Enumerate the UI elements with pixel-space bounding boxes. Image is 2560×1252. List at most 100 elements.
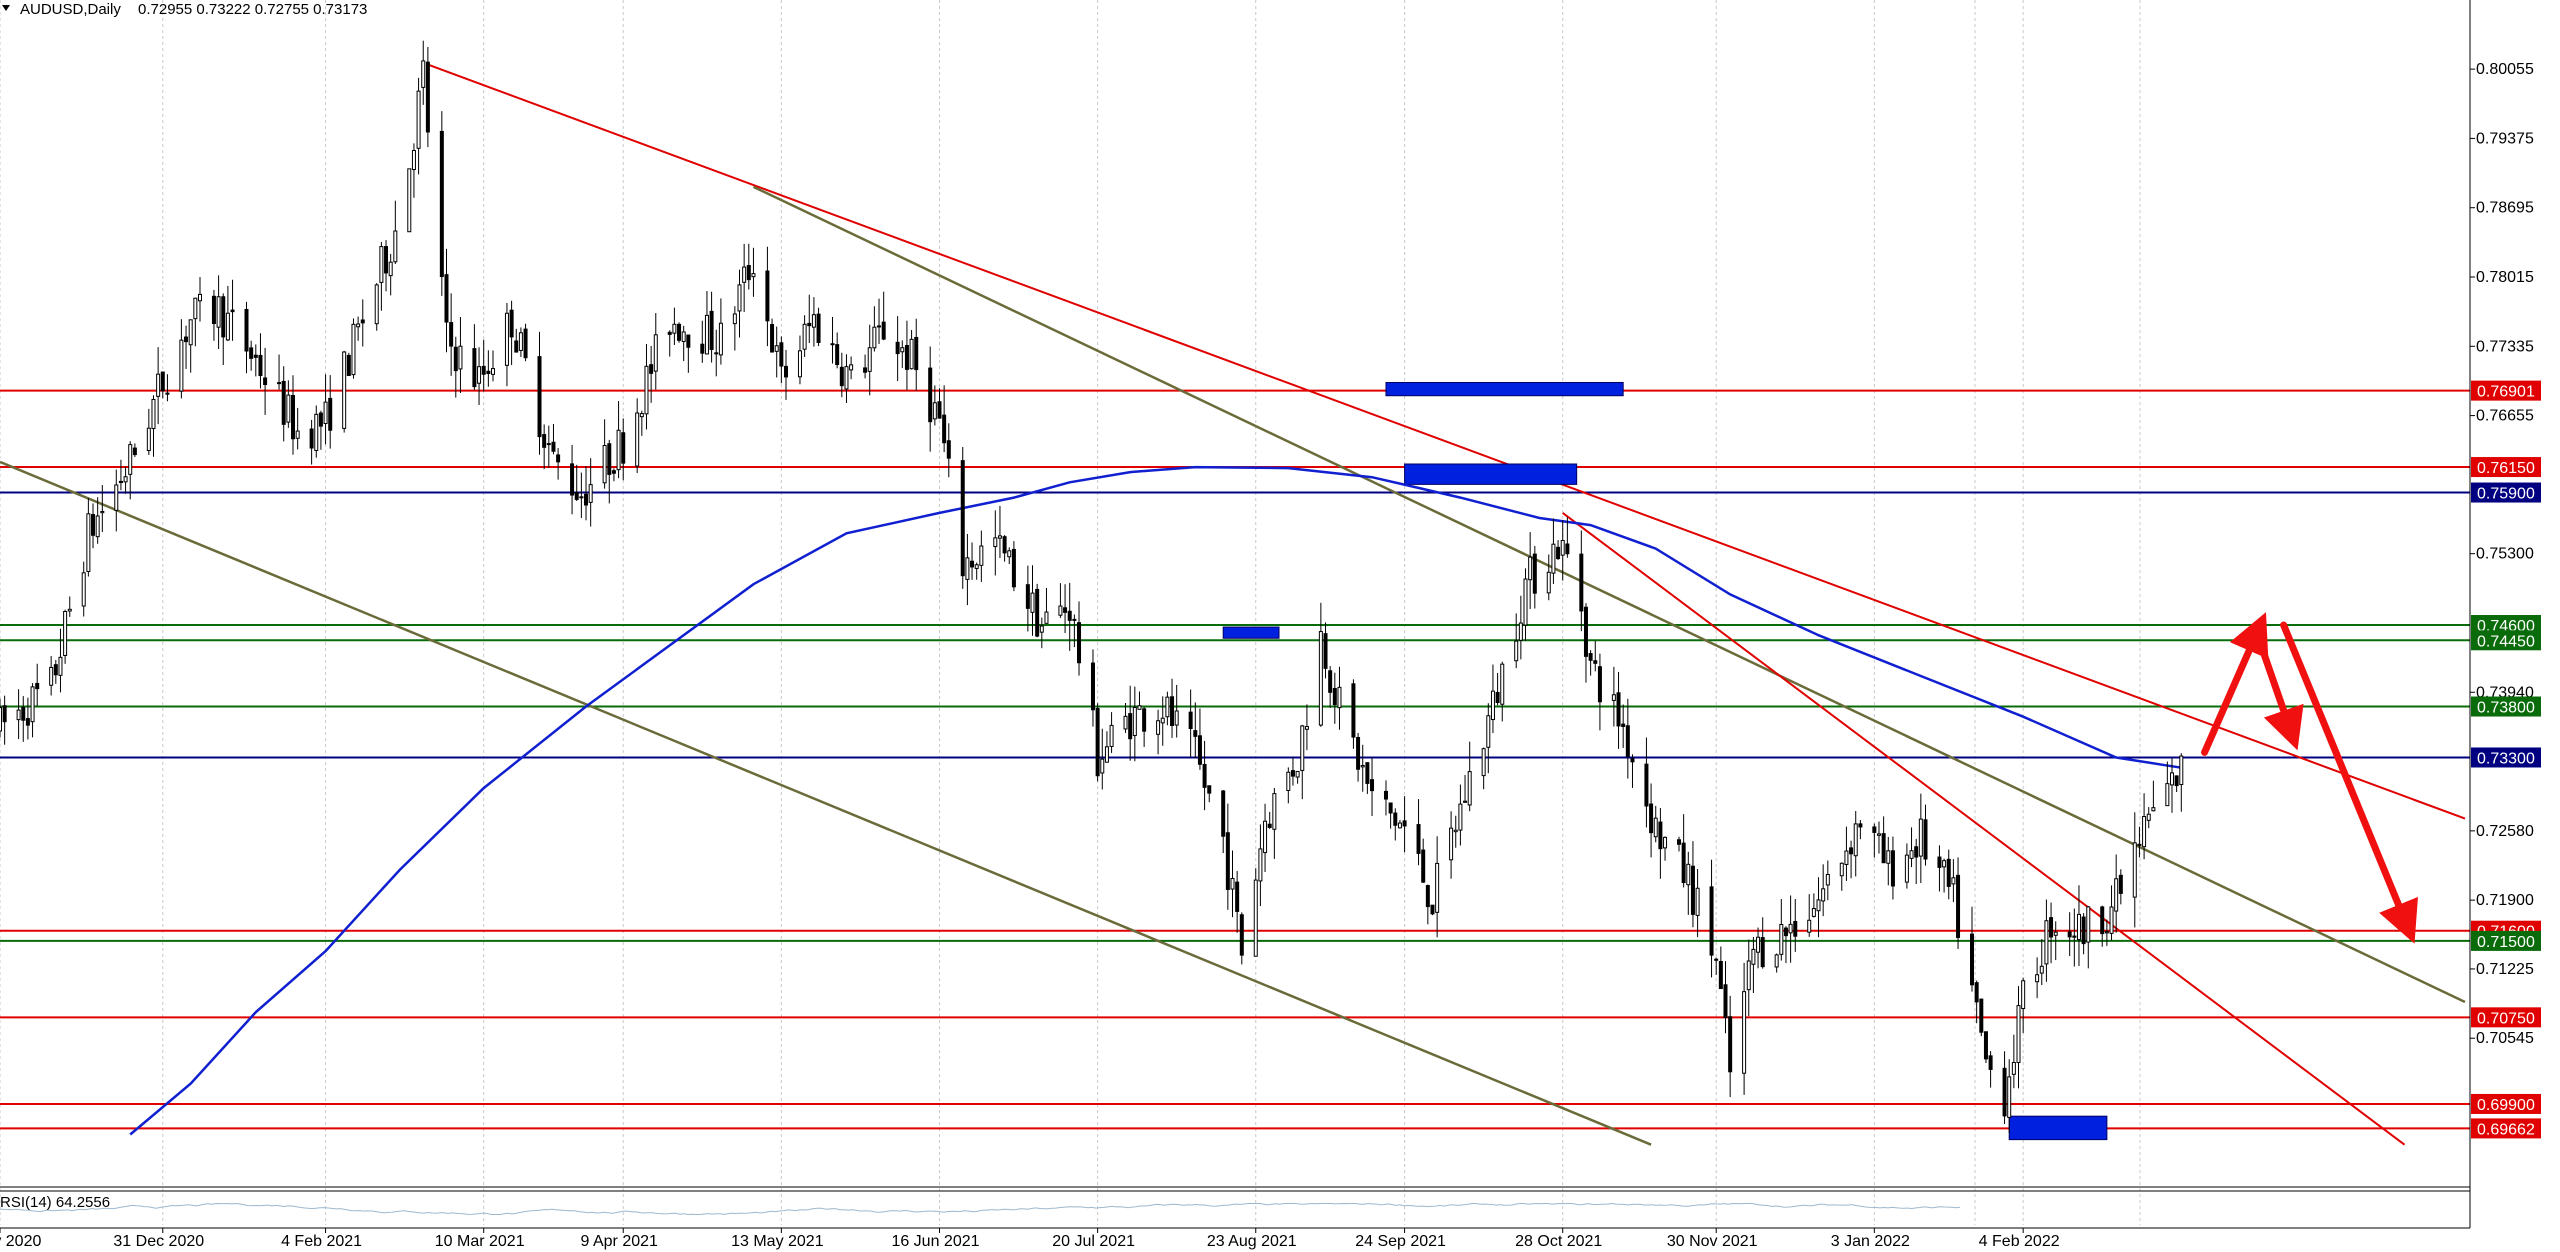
- candle-body: [1077, 622, 1082, 664]
- candle-body: [746, 265, 751, 281]
- candle-body: [2086, 906, 2091, 943]
- candle-body: [1807, 919, 1812, 933]
- candle-body: [1904, 854, 1909, 883]
- zone-box: [1222, 626, 1280, 639]
- candle-body: [1360, 765, 1365, 768]
- candle-body: [1002, 536, 1007, 554]
- candle-body: [621, 432, 626, 464]
- x-tick-label: 9 Apr 2021: [581, 1233, 659, 1250]
- candle-body: [1225, 832, 1230, 890]
- y-tick-label: 0.70545: [2476, 1030, 2534, 1047]
- y-tick-label: 0.77335: [2476, 338, 2534, 355]
- candle-body: [1825, 873, 1830, 886]
- candle-body: [1165, 696, 1170, 718]
- candle-body: [672, 323, 677, 334]
- candle-body: [970, 560, 975, 568]
- candle-body: [1583, 606, 1588, 657]
- candle-body: [1774, 954, 1779, 968]
- candle-body: [425, 61, 430, 133]
- candle-body: [2146, 813, 2151, 821]
- candle-body: [1095, 707, 1100, 777]
- candle-body: [1858, 823, 1863, 828]
- candle-body: [1495, 691, 1500, 704]
- candle-body: [2179, 755, 2184, 786]
- symbol-label: AUDUSD,Daily: [20, 1, 121, 18]
- forecast-arrow: [2201, 612, 2269, 756]
- candle-body: [928, 367, 933, 423]
- candle-body: [1035, 588, 1040, 637]
- candlesticks: [0, 40, 2184, 1133]
- x-tick-label: 20 Jul 2021: [1052, 1233, 1135, 1250]
- candle-body: [295, 430, 300, 439]
- zone-box: [1385, 381, 1624, 397]
- candle-body: [1318, 631, 1323, 726]
- y-tick-label: 0.78695: [2476, 200, 2534, 217]
- candle-body: [1267, 823, 1272, 828]
- candle-body: [188, 319, 193, 346]
- candle-body: [1235, 881, 1240, 912]
- candle-body: [2053, 931, 2058, 936]
- candle-body: [351, 323, 356, 376]
- candle-body: [1951, 877, 1956, 885]
- candle-body: [1914, 846, 1919, 858]
- candle-body: [1783, 927, 1788, 937]
- trendline: [752, 185, 2466, 1004]
- forecast-arrow: [2280, 621, 2418, 944]
- candle-body: [1160, 717, 1165, 724]
- candle-body: [709, 310, 714, 350]
- candle-body: [1532, 553, 1537, 594]
- candle-body: [579, 496, 584, 499]
- rsi-line: [0, 1202, 1961, 1216]
- candle-body: [342, 351, 347, 429]
- candle-body: [1546, 571, 1551, 594]
- candle-body: [523, 328, 528, 359]
- level-price-label: 0.76150: [2477, 460, 2535, 477]
- candle-body: [1332, 687, 1337, 706]
- candle-body: [1611, 694, 1616, 701]
- level-price-tag: [2471, 1093, 2541, 1114]
- candle-body: [1063, 607, 1068, 613]
- candle-body: [639, 413, 644, 418]
- horizontal-levels: [0, 389, 2470, 1130]
- trendline: [427, 63, 2466, 820]
- candle-body: [258, 354, 263, 377]
- level-price-label: 0.74450: [2477, 633, 2535, 650]
- candle-body: [1058, 605, 1063, 616]
- x-tick-label: 4 Feb 2021: [281, 1233, 362, 1250]
- candle-body: [2076, 913, 2081, 941]
- candle-body: [277, 382, 282, 385]
- candle-body: [1258, 848, 1263, 882]
- candle-body: [714, 352, 719, 355]
- candle-body: [942, 414, 947, 444]
- candle-body: [453, 346, 458, 372]
- candle-body: [1300, 725, 1305, 771]
- level-price-tag: [2471, 1007, 2541, 1028]
- candle-body: [2118, 874, 2123, 894]
- trendlines: [0, 63, 2466, 1146]
- candle-body: [816, 313, 821, 343]
- collapse-triangle-icon[interactable]: [2, 5, 10, 11]
- candle-body: [784, 365, 789, 378]
- candle-body: [732, 313, 737, 325]
- candle-body: [21, 707, 26, 721]
- candle-body: [1756, 936, 1761, 953]
- candle-body: [570, 463, 575, 496]
- candle-body: [1100, 758, 1105, 774]
- candle-body: [742, 266, 747, 283]
- candle-body: [509, 309, 514, 338]
- candle-body: [1974, 982, 1979, 1003]
- x-tick-label: 24 Sep 2021: [1355, 1233, 1446, 1250]
- x-tick-label: 13 May 2021: [731, 1233, 824, 1250]
- candle-body: [2174, 775, 2179, 787]
- y-tick-label: 0.72580: [2476, 823, 2534, 840]
- candle-body: [53, 664, 58, 676]
- candle-body: [1435, 862, 1440, 913]
- x-tick-label: 28 Oct 2021: [1515, 1233, 1602, 1250]
- price-axis: 0.80055 0.79375 0.78695 0.78015 0.77335 0.766…: [2469, 0, 2560, 1252]
- candle-body: [877, 325, 882, 328]
- candle-body: [281, 380, 286, 425]
- ma-line: [129, 465, 2182, 1136]
- candle-body: [216, 296, 221, 328]
- candle-body: [1370, 779, 1375, 792]
